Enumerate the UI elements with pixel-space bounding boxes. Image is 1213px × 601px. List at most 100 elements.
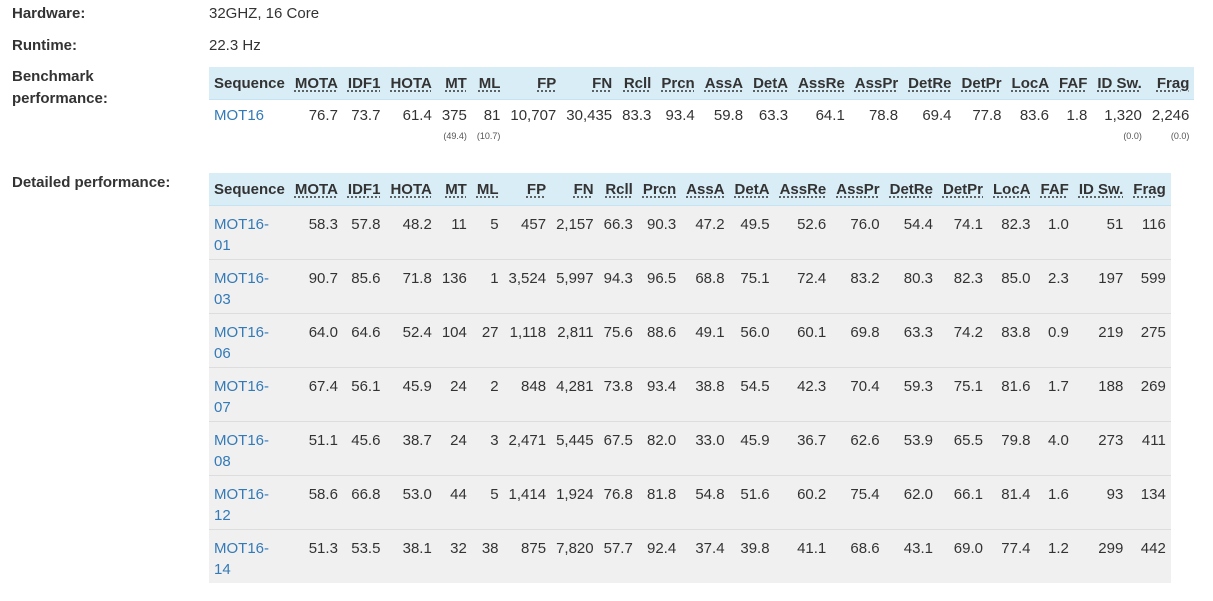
cell-prcn: 93.4 [665, 107, 695, 124]
table-row: MOT16-08 51.1 45.6 38.7 24 3 2,471 5,445 67.5 82.… [209, 421, 1171, 476]
cell-idf1: 57.8 [351, 216, 381, 233]
cell-frag: 116 [1141, 216, 1166, 233]
col-header-prcn[interactable]: Prcn [637, 173, 682, 206]
sequence-cell: MOT16-03 [209, 260, 290, 314]
col-header-mt[interactable]: MT [436, 173, 472, 206]
col-header-hota[interactable]: HOTA [385, 67, 437, 100]
col-header-rcll[interactable]: Rcll [598, 173, 638, 206]
subvalue-empty [793, 128, 850, 152]
sequence-link-mot16-06[interactable]: MOT16-06 [214, 324, 270, 362]
col-header-deta[interactable]: DetA [729, 173, 775, 206]
col-header-fp[interactable]: FP [503, 173, 552, 206]
col-header-fn[interactable]: FN [561, 67, 618, 100]
col-header-id-sw[interactable]: ID Sw. [1073, 173, 1129, 206]
sequence-link-mot16-14[interactable]: MOT16-14 [214, 540, 270, 578]
cell-detpr: 65.5 [953, 432, 983, 449]
sequence-link-mot16-03[interactable]: MOT16-03 [214, 270, 270, 308]
cell-fp: 2,471 [508, 432, 547, 449]
col-header-detpr[interactable]: DetPr [956, 67, 1007, 100]
cell-deta: 54.5 [740, 378, 770, 395]
cell-asspr: 70.4 [850, 378, 880, 395]
cell-idf1: 64.6 [351, 324, 381, 341]
col-header-hota[interactable]: HOTA [385, 173, 437, 206]
subvalue-empty [209, 128, 290, 152]
cell-hota: 61.4 [402, 107, 432, 124]
sequence-link-mot16-08[interactable]: MOT16-08 [214, 432, 270, 470]
cell-hota: 38.1 [402, 540, 432, 557]
col-header-frag[interactable]: Frag [1146, 67, 1195, 100]
subvalue-id-sw: (0.0) [1123, 131, 1142, 141]
col-header-detre[interactable]: DetRe [903, 67, 957, 100]
cell-faf: 1.6 [1047, 486, 1069, 503]
col-header-detre[interactable]: DetRe [884, 173, 938, 206]
cell-assre: 42.3 [797, 378, 827, 395]
cell-prcn: 92.4 [646, 540, 677, 557]
col-header-faf[interactable]: FAF [1054, 67, 1093, 100]
sequence-link-mot16-07[interactable]: MOT16-07 [214, 378, 270, 416]
cell-loca: 85.0 [1001, 270, 1031, 287]
cell-fn: 2,157 [556, 216, 594, 233]
cell-mt: 11 [451, 216, 467, 233]
subvalue-empty [561, 128, 617, 152]
col-header-asspr[interactable]: AssPr [831, 173, 885, 206]
cell-mota: 51.1 [308, 432, 338, 449]
col-header-mota[interactable]: MOTA [289, 173, 343, 206]
sequence-link-mot16-01[interactable]: MOT16-01 [214, 216, 270, 254]
cell-prcn: 88.6 [646, 324, 677, 341]
sequence-link-mot16[interactable]: MOT16 [214, 107, 265, 124]
table-row: MOT16 76.7 73.7 61.4 375 81 10,707 30,435 83.3 93… [209, 100, 1194, 129]
col-header-assa[interactable]: AssA [681, 173, 730, 206]
cell-deta: 51.6 [740, 486, 770, 503]
cell-frag: 269 [1140, 378, 1166, 395]
col-header-sequence[interactable]: Sequence [209, 67, 290, 100]
cell-fn: 1,924 [556, 486, 594, 503]
col-header-loca[interactable]: LocA [1006, 67, 1055, 100]
cell-loca: 83.6 [1019, 107, 1050, 124]
col-header-deta[interactable]: DetA [748, 67, 794, 100]
cell-ml: 1 [490, 270, 499, 287]
cell-assre: 72.4 [797, 270, 827, 287]
col-header-id-sw[interactable]: ID Sw. [1092, 67, 1147, 100]
col-header-fp[interactable]: FP [505, 67, 562, 100]
cell-assa: 54.8 [695, 486, 725, 503]
col-header-assre[interactable]: AssRe [774, 173, 832, 206]
col-header-frag[interactable]: Frag [1128, 173, 1171, 206]
cell-deta: 56.0 [740, 324, 770, 341]
cell-mota: 51.3 [308, 540, 338, 557]
cell-detre: 54.4 [903, 216, 933, 233]
col-header-faf[interactable]: FAF [1035, 173, 1074, 206]
table-row: MOT16-14 51.3 53.5 38.1 32 38 875 7,820 57.7 92.4… [209, 529, 1171, 584]
col-header-detpr[interactable]: DetPr [937, 173, 988, 206]
col-header-loca[interactable]: LocA [988, 173, 1036, 206]
cell-frag: 599 [1140, 270, 1166, 287]
cell-fn: 7,820 [556, 540, 594, 557]
cell-mt: 375 [441, 107, 467, 124]
col-header-ml[interactable]: ML [471, 173, 504, 206]
subvalue-ml: (10.7) [476, 131, 501, 141]
sequence-cell: MOT16-14 [209, 530, 290, 584]
col-header-asspr[interactable]: AssPr [849, 67, 904, 100]
cell-loca: 82.3 [1001, 216, 1031, 233]
benchmark-table: Sequence MOTA IDF1 HOTA MT ML FP FN Rcll Prcn AssA… [209, 67, 1195, 152]
subvalue-empty [1007, 128, 1055, 152]
cell-ml: 5 [490, 486, 499, 503]
cell-idf1: 85.6 [351, 270, 381, 287]
col-header-idf1[interactable]: IDF1 [342, 173, 386, 206]
col-header-idf1[interactable]: IDF1 [342, 67, 386, 100]
col-header-ml[interactable]: ML [471, 67, 506, 100]
cell-idf1: 73.7 [351, 107, 381, 124]
table-subrow: (49.4) (10.7) (0.0) (0.0) [209, 128, 1194, 152]
col-header-assre[interactable]: AssRe [793, 67, 850, 100]
col-header-prcn[interactable]: Prcn [656, 67, 700, 100]
cell-detpr: 66.1 [953, 486, 983, 503]
cell-id-sw: 273 [1098, 432, 1124, 449]
col-header-assa[interactable]: AssA [699, 67, 749, 100]
sequence-link-mot16-12[interactable]: MOT16-12 [214, 486, 270, 524]
col-header-mt[interactable]: MT [436, 67, 472, 100]
cell-ml: 38 [481, 540, 499, 557]
col-header-rcll[interactable]: Rcll [617, 67, 657, 100]
col-header-mota[interactable]: MOTA [289, 67, 343, 100]
cell-frag: 2,246 [1151, 107, 1190, 124]
col-header-sequence[interactable]: Sequence [209, 173, 290, 206]
col-header-fn[interactable]: FN [551, 173, 599, 206]
